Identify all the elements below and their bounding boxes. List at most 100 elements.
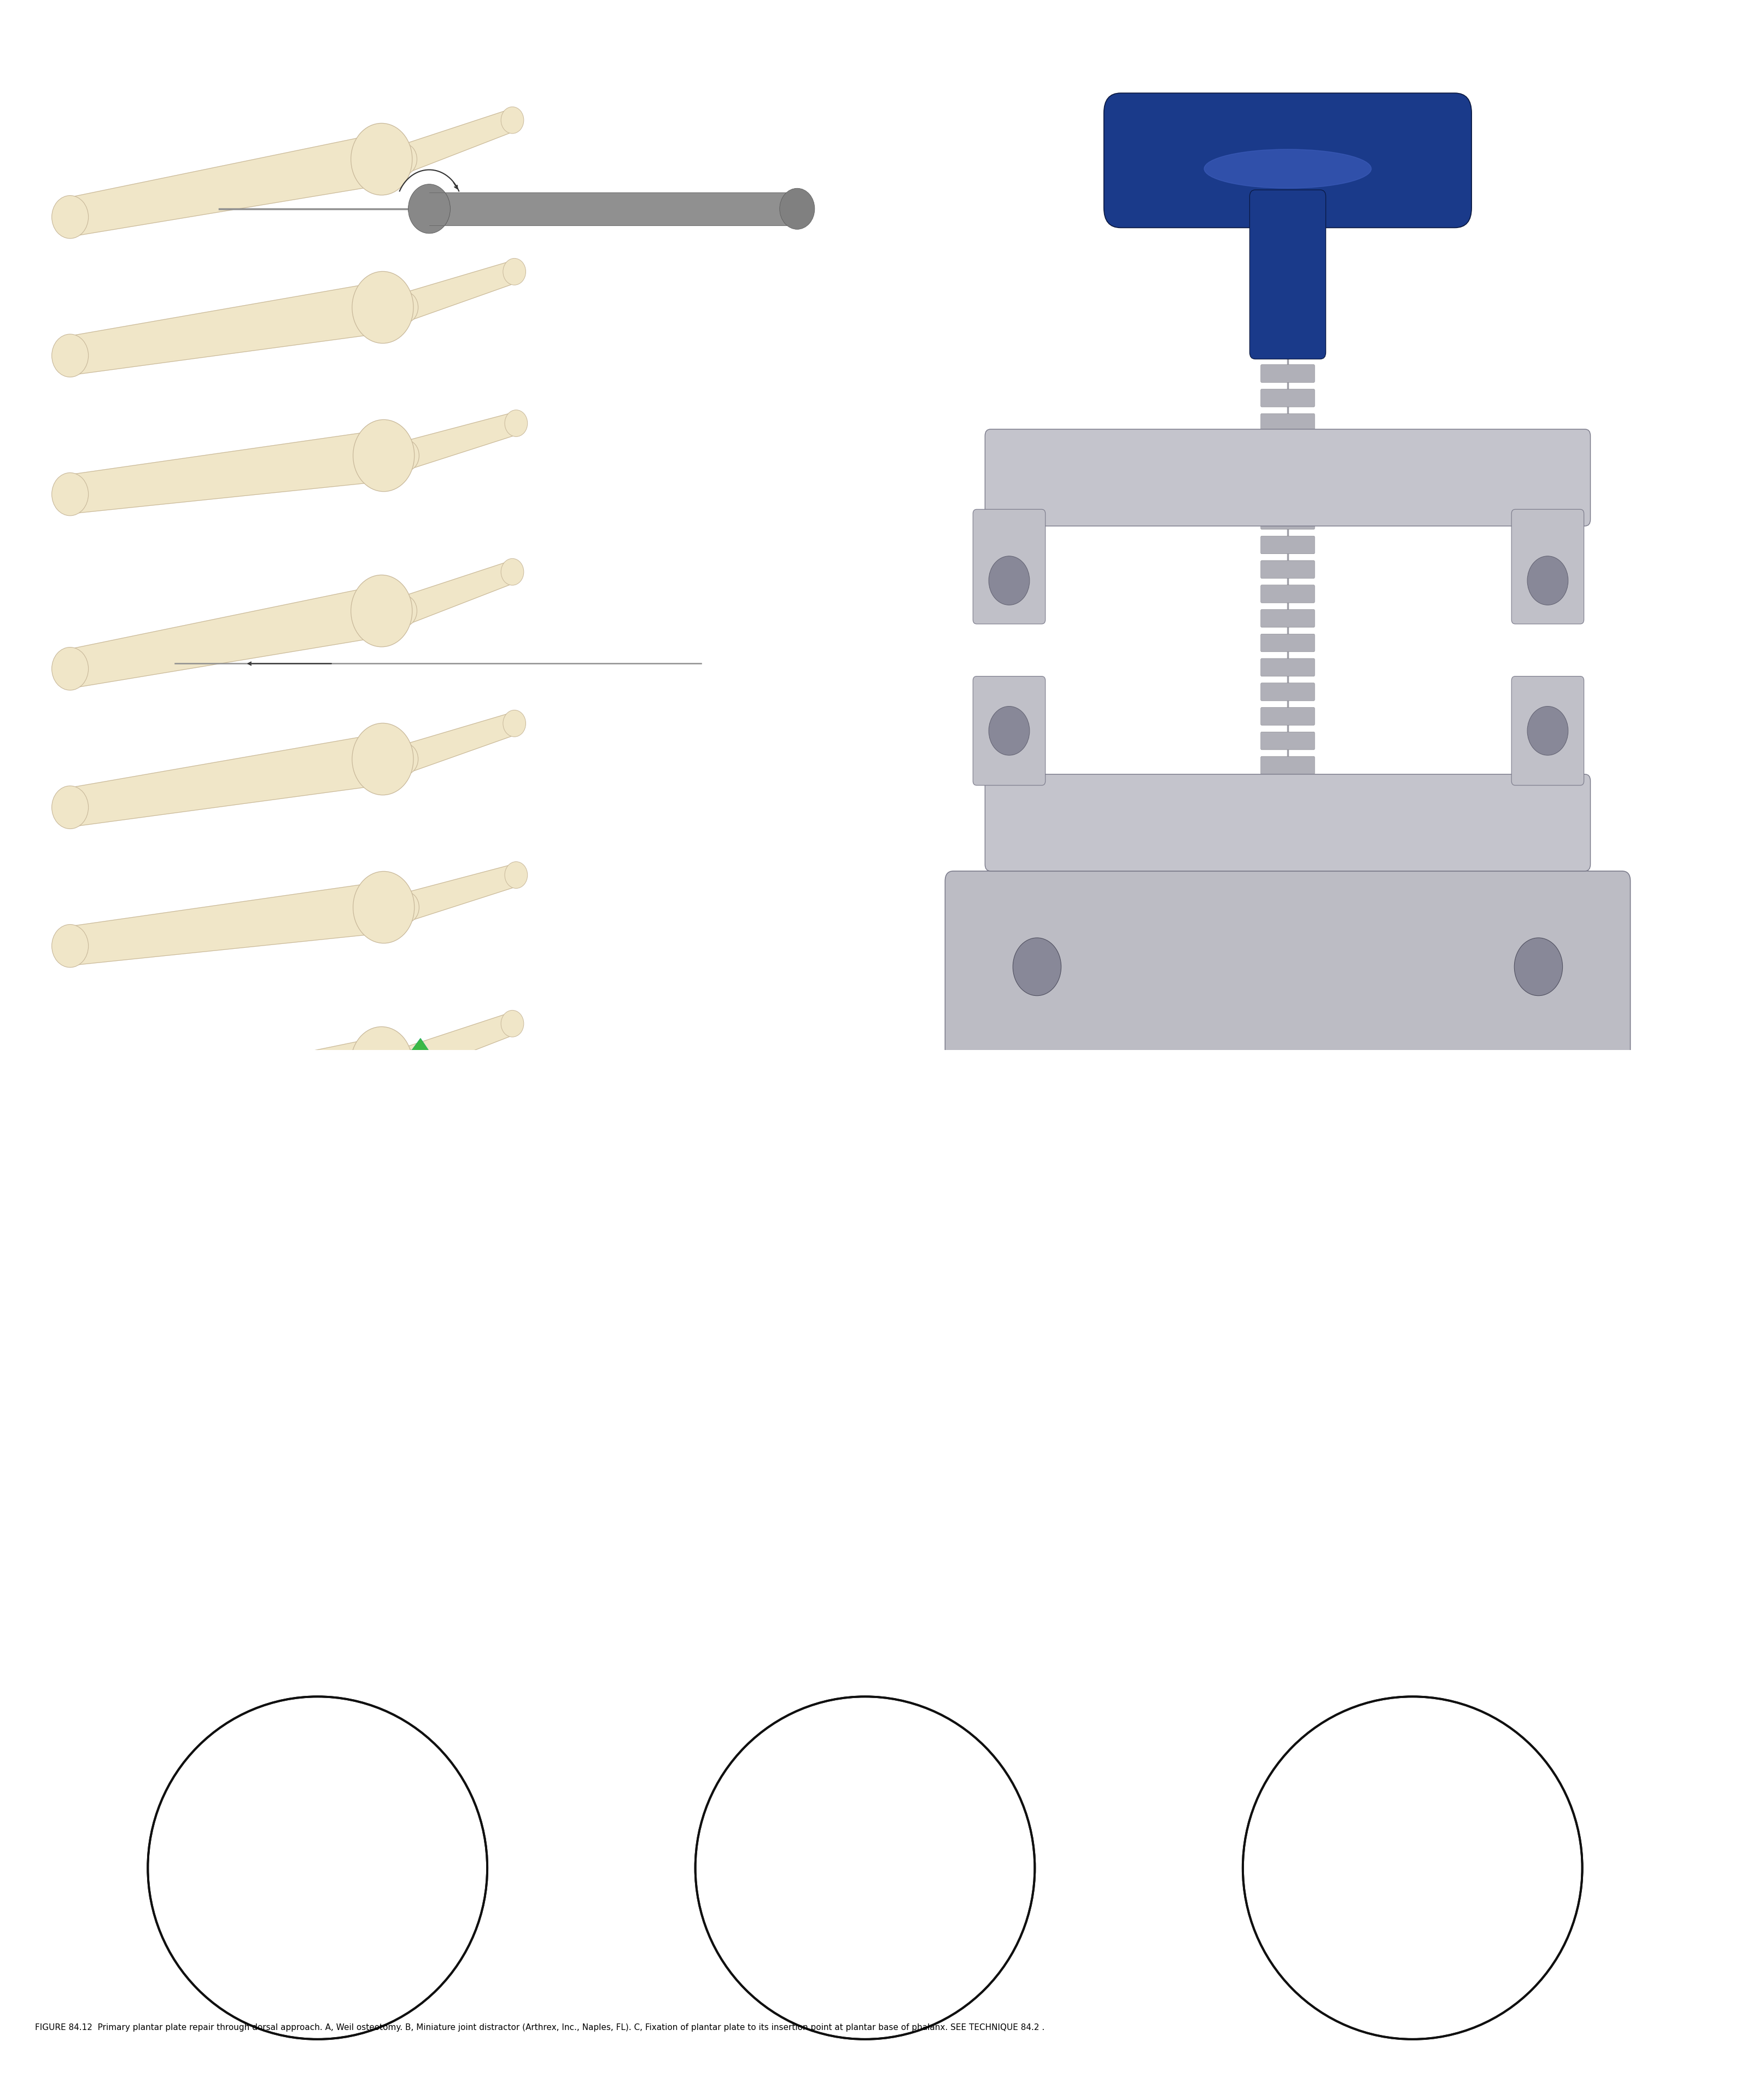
Polygon shape <box>68 430 385 514</box>
Polygon shape <box>403 412 519 470</box>
Ellipse shape <box>851 1231 890 1279</box>
Polygon shape <box>280 1065 508 1094</box>
FancyBboxPatch shape <box>1512 676 1584 785</box>
FancyBboxPatch shape <box>1261 1002 1314 1018</box>
Circle shape <box>53 924 88 968</box>
Polygon shape <box>68 281 385 376</box>
Polygon shape <box>68 1617 385 1709</box>
Ellipse shape <box>722 1140 1051 1665</box>
Circle shape <box>354 420 415 491</box>
Circle shape <box>392 1774 419 1806</box>
Ellipse shape <box>720 1705 1009 2031</box>
FancyBboxPatch shape <box>1261 388 1314 407</box>
Ellipse shape <box>894 1084 930 1180</box>
Ellipse shape <box>1204 149 1372 189</box>
Circle shape <box>391 1625 419 1657</box>
Circle shape <box>988 556 1030 605</box>
FancyBboxPatch shape <box>1261 536 1314 554</box>
Circle shape <box>503 1161 526 1189</box>
Circle shape <box>53 195 88 239</box>
Polygon shape <box>68 586 385 689</box>
Polygon shape <box>401 1163 517 1224</box>
Circle shape <box>391 1046 417 1079</box>
FancyBboxPatch shape <box>1261 733 1314 750</box>
Polygon shape <box>401 1596 517 1657</box>
FancyBboxPatch shape <box>1261 781 1314 798</box>
FancyBboxPatch shape <box>1261 878 1314 897</box>
Polygon shape <box>399 561 515 624</box>
Text: B: B <box>964 1126 981 1149</box>
Ellipse shape <box>746 1088 787 1134</box>
Polygon shape <box>399 109 515 172</box>
Polygon shape <box>68 882 385 966</box>
Circle shape <box>354 1753 415 1827</box>
FancyBboxPatch shape <box>1261 682 1314 701</box>
Circle shape <box>503 258 526 286</box>
FancyBboxPatch shape <box>972 510 1046 624</box>
Circle shape <box>392 439 419 470</box>
Circle shape <box>354 1323 415 1394</box>
Polygon shape <box>368 1037 470 1111</box>
Polygon shape <box>403 1317 519 1373</box>
FancyBboxPatch shape <box>1261 951 1314 970</box>
Circle shape <box>501 1441 524 1468</box>
Circle shape <box>352 271 413 342</box>
FancyBboxPatch shape <box>1261 1025 1314 1044</box>
FancyBboxPatch shape <box>1261 487 1314 504</box>
Circle shape <box>988 706 1030 756</box>
FancyBboxPatch shape <box>890 1777 939 1959</box>
Circle shape <box>53 1670 88 1712</box>
Circle shape <box>505 1312 527 1340</box>
Circle shape <box>350 1027 412 1098</box>
Circle shape <box>408 185 450 233</box>
Ellipse shape <box>958 1119 992 1201</box>
Circle shape <box>352 1606 413 1678</box>
Circle shape <box>391 143 417 174</box>
FancyBboxPatch shape <box>1261 977 1314 995</box>
Polygon shape <box>68 733 385 827</box>
Polygon shape <box>399 1012 515 1077</box>
Circle shape <box>696 1697 1035 2039</box>
Ellipse shape <box>822 1067 864 1178</box>
Polygon shape <box>0 762 1412 2100</box>
Circle shape <box>503 1594 526 1619</box>
FancyBboxPatch shape <box>837 1743 894 1993</box>
FancyBboxPatch shape <box>1261 365 1314 382</box>
Circle shape <box>391 743 419 775</box>
Ellipse shape <box>899 1088 925 1124</box>
Ellipse shape <box>140 1688 496 2048</box>
Circle shape <box>53 1376 88 1420</box>
FancyBboxPatch shape <box>1261 439 1314 456</box>
Ellipse shape <box>1011 1166 1037 1233</box>
Ellipse shape <box>755 1735 976 2001</box>
Circle shape <box>354 872 415 943</box>
Circle shape <box>391 594 417 626</box>
Circle shape <box>53 1808 88 1850</box>
FancyBboxPatch shape <box>1261 634 1314 651</box>
Text: FIGURE 84.12  Primary plantar plate repair through dorsal approach. A, Weil oste: FIGURE 84.12 Primary plantar plate repai… <box>35 2024 1044 2031</box>
Circle shape <box>354 1529 373 1550</box>
Polygon shape <box>317 762 1752 2100</box>
FancyBboxPatch shape <box>1261 462 1314 481</box>
Circle shape <box>501 1010 524 1037</box>
Circle shape <box>352 722 413 796</box>
FancyBboxPatch shape <box>1261 659 1314 676</box>
Polygon shape <box>68 1334 385 1418</box>
Circle shape <box>391 1478 417 1510</box>
Polygon shape <box>675 1277 853 1365</box>
Text: Resected area: Resected area <box>72 1674 147 1682</box>
FancyBboxPatch shape <box>1261 830 1314 848</box>
Circle shape <box>350 575 412 647</box>
Circle shape <box>328 1502 347 1525</box>
Circle shape <box>391 1195 419 1226</box>
Circle shape <box>505 410 527 437</box>
Polygon shape <box>68 1468 385 1571</box>
Circle shape <box>53 472 88 517</box>
Circle shape <box>1528 556 1568 605</box>
Polygon shape <box>1293 1905 1510 1928</box>
Polygon shape <box>68 1037 385 1140</box>
FancyBboxPatch shape <box>1261 708 1314 724</box>
Polygon shape <box>401 260 517 321</box>
FancyBboxPatch shape <box>985 775 1591 872</box>
Circle shape <box>352 1174 413 1247</box>
